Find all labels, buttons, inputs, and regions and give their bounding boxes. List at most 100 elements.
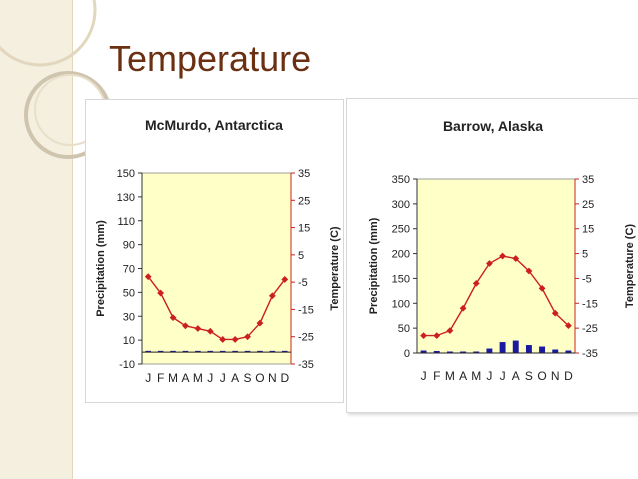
precip-bar: [281, 350, 288, 353]
right-tick-label: -15: [582, 298, 598, 310]
left-tick-label: 10: [123, 335, 135, 347]
temperature-point: [256, 319, 264, 327]
left-tick-label: 50: [398, 323, 410, 335]
temperature-point: [231, 336, 239, 343]
month-label: M: [193, 371, 203, 385]
barrow-climate-chart: Barrow, Alaska 350 300 250 200 150 100 50 0 35 25 1…: [368, 118, 636, 383]
slide-title: Temperature: [109, 38, 312, 79]
plot-area: [416, 178, 576, 354]
left-tick-label: 30: [123, 311, 135, 323]
precip-bar: [232, 350, 238, 353]
right-tick-label: 25: [582, 199, 594, 211]
precip-bar: [269, 350, 276, 353]
mcmurdo-chart-panel: McMurdo, Antarctica 150 130 110 90 70 50 30 10 -1…: [85, 99, 344, 403]
temperature-point: [244, 333, 251, 341]
precip-bar: [525, 345, 532, 353]
month-label: J: [486, 369, 492, 383]
temperature-point: [486, 260, 493, 267]
temperature-point: [499, 252, 506, 260]
plot-area: [141, 172, 292, 365]
y2-axis-title: Temperature (C): [329, 226, 341, 310]
precip-bar: [473, 351, 480, 353]
month-label: S: [525, 369, 533, 383]
precip-bar: [539, 346, 546, 353]
precip-bar: [145, 350, 152, 353]
y2-axis-title: Temperature (C): [624, 224, 636, 308]
month-label: J: [207, 371, 213, 385]
month-label: O: [537, 369, 546, 383]
temperature-point: [219, 336, 227, 343]
left-tick-label: 50: [123, 287, 135, 299]
precip-bar: [157, 350, 164, 353]
precip-bar: [433, 351, 440, 353]
temperature-point: [512, 255, 520, 262]
temperature-point: [206, 327, 214, 335]
temperature-point: [446, 327, 454, 335]
precip-bar: [195, 350, 201, 353]
month-label: N: [551, 369, 560, 383]
precip-bar: [512, 340, 519, 353]
left-tick-label: 200: [392, 249, 410, 261]
right-tick-label: -15: [298, 304, 314, 316]
precip-bar: [219, 350, 226, 353]
temperature-point: [538, 284, 546, 292]
right-tick-label: 25: [298, 195, 310, 207]
left-tick-label: 130: [117, 192, 135, 204]
temperature-point: [472, 280, 480, 287]
month-label: S: [244, 371, 252, 385]
temperature-point: [551, 309, 559, 317]
precip-bar: [565, 350, 572, 353]
mcmurdo-climate-chart: McMurdo, Antarctica 150 130 110 90 70 50 30 10 -1…: [95, 117, 341, 385]
decorative-side-band: [0, 0, 73, 479]
month-label: J: [145, 371, 151, 385]
left-tick-label: 250: [392, 224, 410, 236]
precip-bar: [499, 342, 506, 353]
month-label: J: [220, 371, 226, 385]
temperature-point: [144, 273, 152, 281]
month-label: O: [255, 371, 264, 385]
month-label: A: [512, 369, 520, 383]
precip-bar: [446, 351, 453, 353]
precip-bar: [244, 350, 251, 353]
precip-bar: [460, 351, 467, 353]
right-tick-label: -5: [298, 277, 308, 289]
temperature-point: [157, 289, 165, 297]
temperature-point: [459, 304, 467, 312]
y-axis-title: Precipitation (mm): [368, 217, 380, 314]
right-tick-label: -5: [582, 273, 592, 285]
left-tick-label: 90: [123, 240, 135, 252]
temperature-point: [194, 325, 202, 332]
right-tick-label: 35: [298, 168, 310, 180]
month-label: M: [471, 369, 481, 383]
left-tick-label: 0: [404, 348, 410, 360]
right-tick-label: 5: [298, 250, 304, 262]
left-tick-label: 110: [117, 216, 135, 228]
left-tick-label: 300: [392, 199, 410, 211]
right-tick-label: -25: [298, 332, 314, 344]
month-label: M: [445, 369, 455, 383]
right-tick-label: -35: [582, 348, 598, 360]
month-label: F: [157, 371, 164, 385]
right-tick-label: 5: [582, 249, 588, 261]
temperature-point: [433, 332, 441, 339]
temperature-point: [169, 314, 177, 322]
right-tick-label: 15: [298, 223, 310, 235]
right-tick-label: 15: [582, 224, 594, 236]
precip-bar: [207, 350, 214, 353]
month-label: J: [421, 369, 427, 383]
month-label: A: [181, 371, 189, 385]
month-label: J: [500, 369, 506, 383]
temperature-point: [182, 322, 189, 330]
temperature-point: [525, 267, 533, 275]
temperature-line: [147, 276, 286, 341]
chart-title: Barrow, Alaska: [443, 118, 543, 134]
right-tick-label: -35: [298, 359, 314, 371]
left-tick-label: 100: [392, 298, 410, 310]
month-label: N: [268, 371, 277, 385]
temperature-point: [281, 276, 289, 283]
temperature-point: [420, 332, 427, 339]
precip-bar: [257, 350, 263, 353]
month-label: D: [280, 371, 289, 385]
month-label: A: [231, 371, 239, 385]
left-tick-label: 70: [123, 264, 135, 276]
